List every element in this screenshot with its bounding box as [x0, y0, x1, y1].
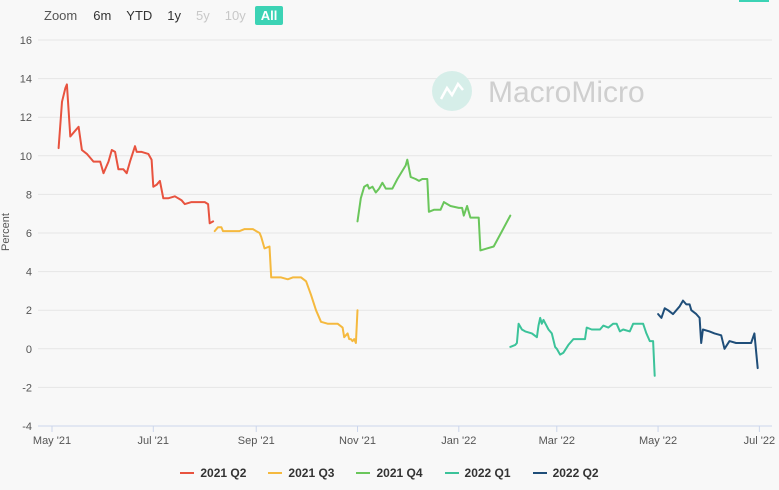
series-line-2021-q3[interactable] [213, 226, 359, 344]
x-tick-label: May '22 [639, 435, 677, 447]
series-line-2021-q2[interactable] [57, 83, 215, 225]
legend-item-2022-q2[interactable]: 2022 Q2 [532, 466, 599, 480]
legend-swatch [268, 472, 283, 474]
y-tick-label: 6 [26, 228, 32, 240]
legend-item-2021-q4[interactable]: 2021 Q4 [356, 466, 423, 480]
y-tick-label: 12 [20, 112, 32, 124]
zoom-label: Zoom [44, 8, 78, 23]
y-tick-label: 4 [26, 267, 32, 279]
y-tick-label: 10 [20, 151, 32, 163]
watermark-text: MacroMicro [488, 76, 645, 109]
series-lines [57, 83, 759, 377]
zoom-5y-button: 5y [196, 8, 210, 23]
corner-menu-tab[interactable] [739, 0, 769, 2]
legend-item-2021-q2[interactable]: 2021 Q2 [180, 466, 246, 480]
legend-swatch [356, 472, 371, 474]
y-tick-label: 16 [20, 35, 32, 47]
legend-swatch [532, 472, 547, 474]
series-line-2022-q1[interactable] [509, 316, 656, 377]
legend-label: 2022 Q2 [552, 466, 599, 480]
y-axis-ticks: -4 -2 0 2 4 6 8 10 12 14 16 [20, 35, 32, 433]
zoom-10y-button: 10y [224, 8, 246, 23]
legend: 2021 Q2 2021 Q3 2021 Q4 2022 Q1 2022 Q2 [0, 466, 779, 480]
legend-label: 2021 Q4 [376, 466, 423, 480]
watermark-logo-icon [432, 71, 472, 111]
y-tick-label: 0 [26, 344, 32, 356]
x-tick-label: Jan '22 [441, 435, 476, 447]
zoom-all-button[interactable]: All [254, 6, 284, 25]
x-tick-label: Sep '21 [238, 435, 275, 447]
x-tick-label: Nov '21 [339, 435, 376, 447]
watermark-logo-mark [439, 81, 464, 100]
legend-swatch [180, 472, 195, 474]
zoom-bar: Zoom 6m YTD 1y 5y 10y All [44, 6, 286, 25]
y-tick-label: 2 [26, 305, 32, 317]
legend-label: 2021 Q2 [200, 466, 247, 480]
x-tick-label: Jul '21 [138, 435, 169, 447]
legend-label: 2022 Q1 [464, 466, 511, 480]
grid-lines [38, 39, 772, 427]
y-tick-label: -4 [22, 421, 32, 433]
zoom-6m-button[interactable]: 6m [93, 8, 112, 23]
zoom-ytd-button[interactable]: YTD [126, 8, 153, 23]
legend-label: 2021 Q3 [288, 466, 335, 480]
zoom-1y-button[interactable]: 1y [167, 8, 182, 23]
line-chart: MacroMicro -4 -2 0 2 4 6 8 10 12 14 16 May '21 Jul … [0, 35, 775, 447]
y-tick-label: -2 [22, 382, 32, 394]
x-tick-label: Jul '22 [744, 435, 775, 447]
legend-swatch [444, 472, 459, 474]
y-tick-label: 8 [26, 189, 32, 201]
x-axis: May '21 Jul '21 Sep '21 Nov '21 Jan '22 Mar '… [33, 425, 775, 447]
legend-item-2022-q1[interactable]: 2022 Q1 [444, 466, 511, 480]
series-line-2022-q2[interactable] [657, 299, 759, 370]
legend-item-2021-q3[interactable]: 2021 Q3 [268, 466, 334, 480]
series-line-2021-q4[interactable] [356, 158, 512, 252]
y-axis-title: Percent [0, 213, 12, 251]
watermark: MacroMicro [432, 71, 645, 111]
x-tick-label: May '21 [33, 435, 71, 447]
x-tick-label: Mar '22 [539, 435, 575, 447]
y-tick-label: 14 [20, 74, 32, 86]
